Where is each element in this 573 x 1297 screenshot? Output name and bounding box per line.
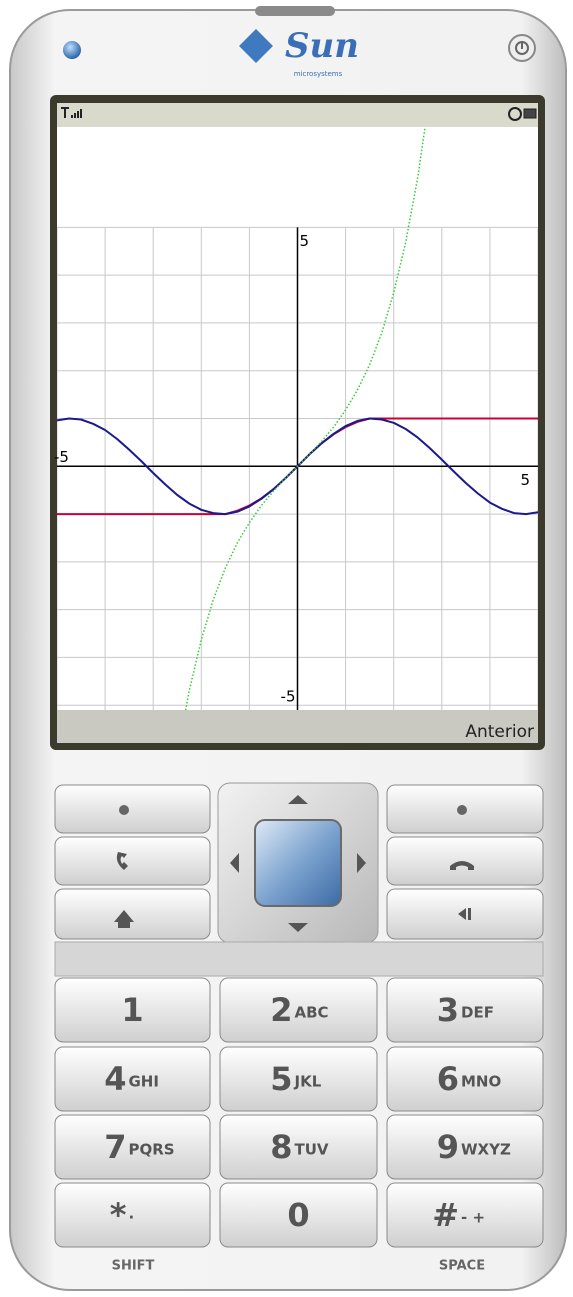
key-digit: 0	[287, 1196, 309, 1234]
key-letters: - +	[461, 1209, 485, 1227]
select-key[interactable]	[255, 820, 341, 906]
key-digit: 3	[437, 991, 459, 1029]
key-letters: JKL	[294, 1073, 322, 1091]
key-digit: 6	[437, 1060, 459, 1098]
battery-icon	[524, 109, 536, 118]
led	[63, 41, 81, 59]
key-letters: ABC	[295, 1004, 329, 1022]
key-digit: 2	[270, 991, 292, 1029]
y-tick-label: 5	[300, 232, 310, 250]
space-label: SPACE	[439, 1259, 485, 1274]
top-notch	[255, 6, 335, 16]
key-digit: #	[432, 1196, 459, 1234]
key-letters: WXYZ	[461, 1141, 511, 1159]
x-tick-label: -5	[54, 448, 69, 466]
key-letters: ·	[129, 1209, 135, 1227]
status-bar	[57, 103, 538, 127]
key-digit: 1	[121, 991, 143, 1029]
x-tick-label: 5	[520, 471, 530, 489]
end-key[interactable]	[387, 837, 543, 885]
key-digit: 8	[270, 1128, 292, 1166]
key-letters: TUV	[295, 1141, 329, 1159]
key-letters: MNO	[461, 1073, 501, 1091]
dot-icon	[457, 805, 467, 815]
home-key[interactable]	[55, 889, 210, 939]
key-digit: 4	[104, 1060, 126, 1098]
phone-emulator: Sun microsystems Anterior 1 2ABC 3DEF 4GHI 5…	[0, 0, 573, 1297]
key-digit: 5	[270, 1060, 292, 1098]
shift-label: SHIFT	[112, 1259, 155, 1274]
y-tick-label: -5	[281, 688, 296, 706]
key-letters: PQRS	[129, 1141, 175, 1159]
key-digit: 9	[437, 1128, 459, 1166]
brand-sub: microsystems	[294, 70, 343, 78]
call-key[interactable]	[55, 837, 210, 885]
key-digit: *	[110, 1196, 127, 1234]
dot-icon	[119, 805, 129, 815]
key-letters: GHI	[129, 1073, 159, 1091]
d-pad	[218, 783, 378, 943]
brand: Sun	[285, 26, 359, 66]
page: Sun microsystems Anterior 1 2ABC 3DEF 4GHI 5…	[0, 0, 573, 1297]
softkey-label[interactable]: Anterior	[465, 722, 534, 742]
key-panel-gap	[55, 942, 543, 976]
key-letters: DEF	[461, 1004, 494, 1022]
soft-key-left[interactable]	[55, 785, 210, 833]
key-digit: 7	[104, 1128, 126, 1166]
